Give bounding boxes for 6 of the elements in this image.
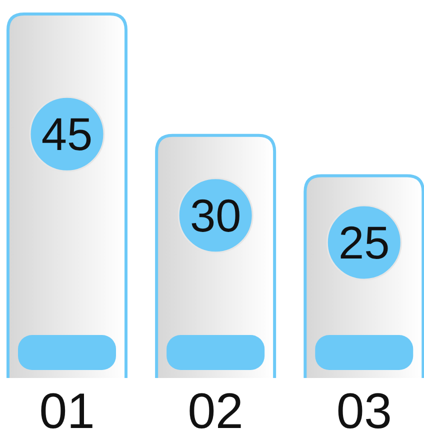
x-tick-label: 02 xyxy=(188,383,244,434)
x-tick-label: 01 xyxy=(39,383,95,434)
data-label: 25 xyxy=(338,216,390,269)
data-label: 30 xyxy=(190,189,242,242)
data-label: 45 xyxy=(41,108,93,160)
x-tick-label: 03 xyxy=(336,383,392,434)
